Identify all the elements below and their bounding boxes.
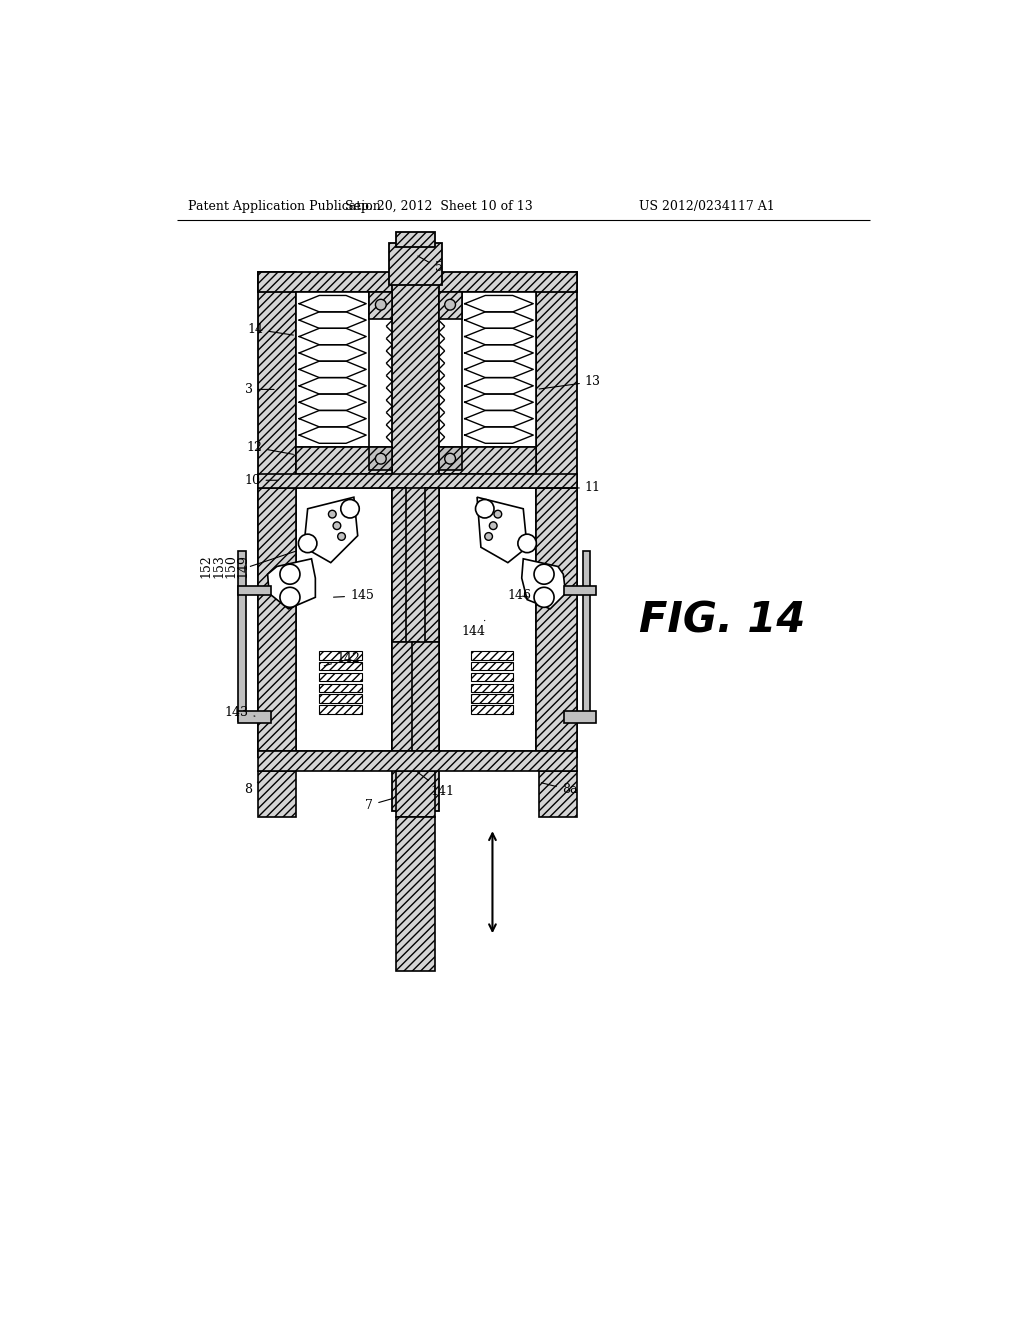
Text: 150: 150: [224, 554, 238, 578]
Bar: [239, 586, 270, 595]
Bar: [396, 231, 435, 247]
Bar: [239, 552, 246, 721]
Bar: [258, 272, 578, 292]
Bar: [471, 694, 513, 702]
Text: FIG. 14: FIG. 14: [639, 599, 805, 642]
Text: 153: 153: [212, 554, 225, 578]
Circle shape: [518, 535, 537, 553]
Bar: [471, 663, 513, 671]
Bar: [438, 292, 462, 318]
Text: 152: 152: [200, 554, 213, 578]
Circle shape: [338, 532, 345, 540]
Circle shape: [444, 453, 456, 465]
Bar: [258, 272, 296, 758]
Text: 145: 145: [334, 589, 374, 602]
Bar: [392, 642, 419, 751]
Bar: [438, 488, 537, 751]
Text: 142: 142: [325, 652, 360, 665]
Bar: [319, 694, 361, 702]
Circle shape: [489, 521, 497, 529]
Text: 3: 3: [245, 383, 274, 396]
Text: 149: 149: [237, 554, 250, 578]
Bar: [392, 488, 407, 642]
Text: 12: 12: [246, 441, 294, 454]
Text: 10: 10: [245, 474, 278, 487]
Circle shape: [376, 300, 386, 310]
Bar: [537, 272, 578, 758]
Bar: [471, 684, 513, 692]
Bar: [258, 474, 578, 488]
Polygon shape: [477, 498, 527, 562]
Bar: [319, 684, 361, 692]
Bar: [537, 488, 578, 751]
Bar: [438, 447, 462, 470]
Circle shape: [333, 521, 341, 529]
Circle shape: [329, 511, 336, 517]
Bar: [396, 771, 435, 817]
Bar: [438, 447, 537, 474]
Text: 5: 5: [418, 256, 442, 275]
Bar: [396, 817, 435, 970]
Text: 146: 146: [508, 589, 531, 602]
Bar: [319, 663, 361, 671]
Bar: [296, 488, 392, 751]
Circle shape: [475, 499, 494, 517]
Bar: [425, 488, 438, 642]
Text: 11: 11: [539, 482, 601, 495]
Bar: [370, 447, 392, 470]
Circle shape: [376, 453, 386, 465]
Circle shape: [280, 587, 300, 607]
Circle shape: [484, 532, 493, 540]
Circle shape: [444, 300, 456, 310]
Text: 7: 7: [366, 799, 393, 812]
Bar: [471, 705, 513, 714]
Circle shape: [535, 587, 554, 607]
Text: 8a: 8a: [542, 783, 578, 796]
Polygon shape: [304, 498, 357, 562]
Bar: [258, 771, 296, 817]
Text: Patent Application Publication: Patent Application Publication: [188, 199, 381, 213]
Bar: [462, 292, 537, 447]
Polygon shape: [521, 558, 565, 609]
Bar: [564, 711, 596, 723]
Bar: [319, 705, 361, 714]
Text: 141: 141: [418, 772, 455, 797]
Circle shape: [494, 511, 502, 517]
Text: 13: 13: [539, 375, 601, 389]
Bar: [319, 651, 361, 660]
Bar: [319, 673, 361, 681]
Bar: [370, 292, 392, 318]
Bar: [564, 586, 596, 595]
Bar: [583, 552, 590, 721]
Polygon shape: [267, 558, 315, 609]
Text: Sep. 20, 2012  Sheet 10 of 13: Sep. 20, 2012 Sheet 10 of 13: [345, 199, 532, 213]
Text: 14: 14: [248, 323, 293, 335]
Text: 8: 8: [245, 781, 258, 796]
Circle shape: [341, 499, 359, 517]
Bar: [239, 711, 270, 723]
Bar: [388, 243, 442, 285]
Bar: [471, 651, 513, 660]
Bar: [258, 488, 296, 751]
Bar: [296, 447, 392, 474]
Bar: [258, 751, 578, 771]
Circle shape: [280, 564, 300, 585]
Text: US 2012/0234117 A1: US 2012/0234117 A1: [639, 199, 774, 213]
Bar: [392, 272, 438, 812]
Circle shape: [535, 564, 554, 585]
Text: 143: 143: [224, 706, 255, 719]
Circle shape: [298, 535, 316, 553]
Bar: [296, 292, 370, 447]
Bar: [412, 642, 438, 751]
Bar: [539, 771, 578, 817]
Text: 144: 144: [462, 620, 485, 639]
Bar: [471, 673, 513, 681]
